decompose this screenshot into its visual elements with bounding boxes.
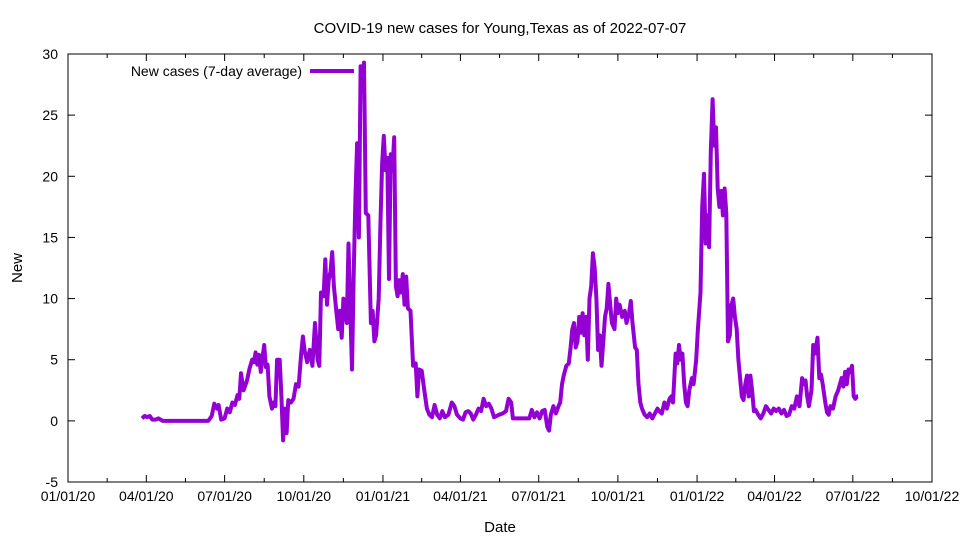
x-tick-label: 01/01/21 <box>356 488 411 504</box>
y-axis-title: New <box>9 253 26 283</box>
x-tick-label: 04/01/22 <box>747 488 802 504</box>
x-tick-label: 07/01/21 <box>511 488 566 504</box>
x-tick-label: 01/01/20 <box>41 488 96 504</box>
plot-frame <box>67 53 933 483</box>
y-tick-label: 10 <box>42 291 58 307</box>
x-tick-label: 07/01/22 <box>826 488 881 504</box>
x-axis-title: Date <box>484 519 516 536</box>
y-tick-label: -5 <box>46 474 59 490</box>
legend-label: New cases (7-day average) <box>131 63 302 79</box>
axis-tick-labels: -5 0 5 10 15 20 25 30 01/01/20 04/01/20 07/01/20 10… <box>41 46 960 504</box>
y-tick-label: 0 <box>50 413 58 429</box>
x-tick-label: 10/01/21 <box>591 488 646 504</box>
axis-ticks <box>67 53 933 483</box>
series-line-new-cases <box>140 60 860 443</box>
x-tick-label: 04/01/21 <box>433 488 488 504</box>
legend: New cases (7-day average) <box>131 63 354 79</box>
y-tick-label: 5 <box>50 352 58 368</box>
chart-title: COVID-19 new cases for Young,Texas as of… <box>314 20 687 37</box>
x-tick-label: 10/01/20 <box>277 488 332 504</box>
x-tick-label: 01/01/22 <box>670 488 725 504</box>
y-tick-label: 15 <box>42 229 58 245</box>
x-tick-label: 07/01/20 <box>197 488 252 504</box>
x-tick-label: 04/01/20 <box>119 488 174 504</box>
y-tick-label: 20 <box>42 168 58 184</box>
x-tick-label: 10/01/22 <box>905 488 960 504</box>
y-tick-label: 30 <box>42 46 58 62</box>
y-tick-label: 25 <box>42 107 58 123</box>
